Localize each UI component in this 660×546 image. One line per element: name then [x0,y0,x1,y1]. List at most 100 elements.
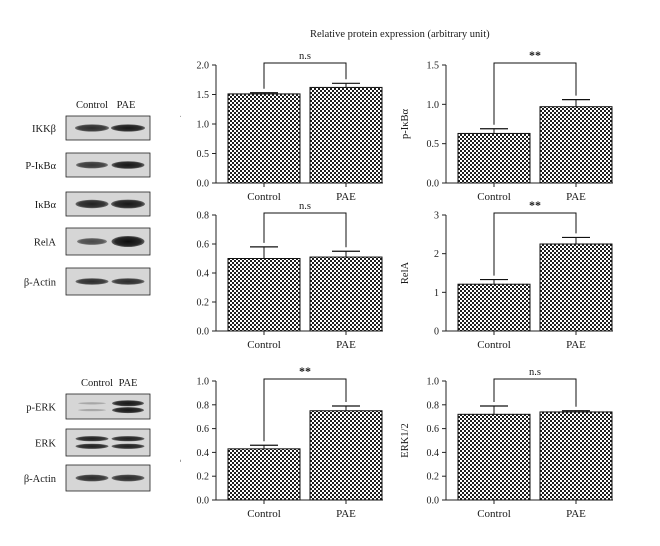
blot-band-pae [111,474,145,482]
bar-control [457,283,531,332]
y-tick-label: 2.0 [197,61,210,72]
x-tick-label: Control [477,191,511,203]
significance-label: n.s [299,51,311,62]
blot-band-control [75,436,109,442]
chart-p-i-b-: 0.0 0.5 1.0 1.5 p-IκBα Control PAE ** [400,48,613,203]
chart-ikk-: 0.0 0.5 1.0 1.5 2.0 IKKβ Control PAE n.s [180,51,383,203]
y-tick-label: 0.8 [427,400,440,411]
blot-band-control [78,402,106,405]
y-tick-label: 0.4 [427,448,440,459]
y-axis-label: IKKβ [180,112,181,136]
blot-lane-label-pae: PAE [117,100,136,111]
blot-row-label: IκBα [35,200,57,211]
y-tick-label: 1.0 [197,377,210,388]
bar-pae [309,86,383,184]
bar-pae [539,106,613,184]
x-tick-label: Control [247,339,281,351]
y-tick-label: 1.5 [197,90,210,101]
y-tick-label: 0.8 [197,211,210,222]
figure-title: Relative protein expression (arbitrary u… [310,29,490,40]
y-tick-label: 0.6 [427,424,440,435]
y-tick-label: 1.0 [197,120,210,131]
x-tick-label: Control [477,508,511,520]
bar-chart-grid: 0.0 0.5 1.0 1.5 2.0 IKKβ Control PAE n.s 0.0 0.5 1.… [180,48,613,520]
significance-bracket [263,212,347,248]
blot-band-control [75,278,109,285]
bar-pae [539,243,613,332]
bar-pae [539,411,613,501]
x-tick-label: PAE [336,508,356,520]
bar-control [227,258,301,332]
western-blot-panel: Control PAE IKKβ P-IκBα IκBα RelA β-Actin Contr… [24,100,151,492]
blot-band-pae [111,436,145,442]
blot-lane-label-pae: PAE [119,378,138,389]
x-tick-label: PAE [566,191,586,203]
y-tick-label: 0.6 [197,240,210,251]
y-tick-label: 0.4 [197,269,210,280]
blot-row-label: β-Actin [24,474,57,485]
y-tick-label: 0.5 [197,149,210,160]
y-axis-label: p-ERK1/2 [180,419,181,462]
x-tick-label: PAE [336,339,356,351]
bar-control [227,448,301,501]
y-tick-label: 0.0 [427,496,440,507]
y-tick-label: 0.0 [427,179,440,190]
significance-bracket [263,378,347,442]
blot-lane-label-control: Control [76,100,108,111]
chart-i-b-: 0.0 0.2 0.4 0.6 0.8 IκBα Control PAE n.s [180,201,383,351]
y-tick-label: 0.6 [197,424,210,435]
significance-bracket [493,378,577,407]
bar-pae [309,256,383,332]
blot-row-label: p-ERK [26,403,56,414]
y-tick-label: 0.0 [197,496,210,507]
blot-band-control [75,199,109,209]
bar-control [457,413,531,501]
y-axis-label: IκBα [180,262,181,284]
y-tick-label: 0.5 [427,139,440,150]
blot-band-control [75,124,109,132]
blot-row-label: ERK [35,439,56,450]
y-tick-label: 0 [434,327,439,338]
bar-control [227,93,301,184]
blot-band-pae [112,400,144,407]
bar-control [457,132,531,184]
blot-lane-label-control: Control [81,378,113,389]
blot-row-label: RelA [34,238,57,249]
x-tick-label: Control [247,508,281,520]
significance-bracket [263,62,347,89]
significance-label: ** [529,198,541,212]
chart-erk1-2: 0.0 0.2 0.4 0.6 0.8 1.0 ERK1/2 Control PAE n.s [400,367,613,520]
y-tick-label: 0.8 [197,400,210,411]
y-tick-label: 1.0 [427,100,440,111]
y-tick-label: 0.2 [197,298,210,309]
chart-p-erk1-2: 0.0 0.2 0.4 0.6 0.8 1.0 p-ERK1/2 Control PAE ** [180,364,383,520]
blot-row-label: IKKβ [32,124,56,135]
significance-label: n.s [529,367,541,378]
significance-label: ** [299,364,311,378]
y-axis-label: RelA [400,262,411,285]
significance-bracket [493,62,577,125]
blot-membrane [65,393,151,420]
blot-band-pae [111,199,145,209]
y-tick-label: 1.5 [427,61,440,72]
y-tick-label: 0.4 [197,448,210,459]
blot-band-pae [111,278,145,285]
blot-band-pae [111,124,145,132]
blot-band-control [76,161,108,169]
y-axis-label: ERK1/2 [400,423,411,457]
y-tick-label: 1 [434,288,439,299]
x-tick-label: Control [477,339,511,351]
y-tick-label: 0.2 [427,472,440,483]
significance-label: n.s [299,201,311,212]
blot-band-control [78,408,106,412]
significance-label: ** [529,48,541,62]
blot-row-label: β-Actin [24,278,57,289]
blot-row-label: P-IκBα [25,161,56,172]
chart-rela: 0 1 2 3 RelA Control PAE ** [400,198,613,351]
x-tick-label: Control [247,191,281,203]
x-tick-label: PAE [566,339,586,351]
y-tick-label: 0.0 [197,179,210,190]
blot-band-control [75,474,109,482]
blot-band-control [75,443,109,449]
bar-pae [309,410,383,501]
